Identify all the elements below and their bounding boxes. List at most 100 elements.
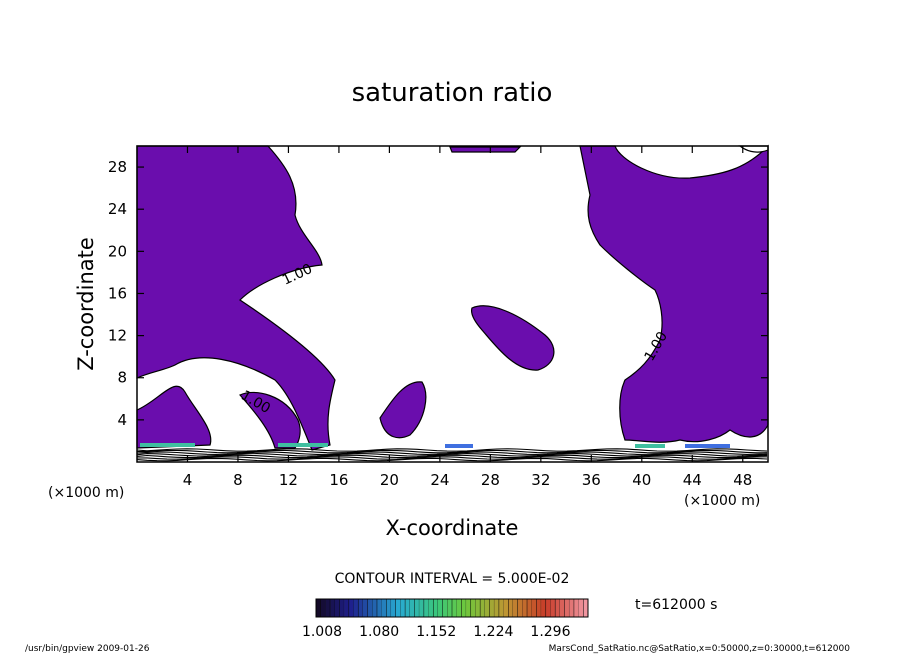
colorbar-cell: [466, 599, 471, 617]
colorbar-cell: [517, 598, 523, 618]
y-tick-label: 4: [117, 411, 127, 429]
x-tick-label: 16: [329, 471, 348, 489]
colorbar-cell: [569, 599, 574, 617]
x-tick-label: 4: [183, 471, 193, 489]
x-unit-right: (×1000 m): [684, 493, 760, 509]
ground-contour-line: [136, 453, 768, 457]
colorbar-cell: [498, 598, 504, 618]
x-tick-label: 44: [683, 471, 702, 489]
time-label: t=612000 s: [635, 597, 717, 613]
colorbar-cell: [316, 599, 321, 617]
colorbar-cell: [339, 598, 345, 618]
colorbar-cell: [508, 598, 514, 618]
x-ticks: 4 8 12 16 20 24 28 32 36 40 44 48: [183, 146, 752, 489]
region-left-plume: [136, 145, 336, 451]
x-tick-label: 24: [430, 471, 449, 489]
x-tick-label: 48: [733, 471, 752, 489]
contour-interval: CONTOUR INTERVAL = 5.000E-02: [335, 571, 570, 587]
colorbar-cell: [536, 598, 542, 618]
x-unit-left: (×1000 m): [48, 485, 124, 501]
band-1: [140, 443, 195, 447]
x-tick-label: 20: [380, 471, 399, 489]
colorbar-cell: [348, 598, 354, 618]
colorbar-cell: [404, 598, 411, 618]
colorbar-cell: [456, 599, 462, 617]
colorbar-cell: [451, 598, 457, 618]
x-tick-label: 12: [279, 471, 298, 489]
y-tick-label: 12: [108, 327, 127, 345]
colorbar-cell: [325, 599, 331, 617]
colorbar-cell: [559, 599, 565, 617]
ground-contour-line: [136, 456, 768, 460]
y-tick-label: 16: [108, 284, 127, 302]
x-axis-label: X-coordinate: [386, 516, 519, 540]
colorbar-ticks: 1.008 1.080 1.152 1.224 1.296: [302, 624, 571, 640]
colorbar-cell: [372, 599, 377, 617]
region-left-lobe: [136, 385, 212, 449]
colorbar-tick-label: 1.080: [359, 624, 399, 640]
colorbar-cell: [362, 599, 368, 617]
colorbar-cell: [428, 599, 434, 617]
ground-contour-line: [136, 451, 768, 455]
colorbar-cell: [353, 599, 359, 617]
region-left-column: [239, 391, 301, 449]
region-right-plume: [579, 144, 769, 443]
colorbar-cell: [578, 599, 584, 617]
colorbar-cell: [437, 599, 443, 617]
colorbar-cell: [550, 599, 556, 617]
ground-contour-line: [137, 449, 768, 454]
x-tick-label: 40: [632, 471, 651, 489]
colorbar-cell: [531, 599, 537, 617]
colorbar-cell: [367, 598, 373, 618]
x-tick-label: 8: [233, 471, 243, 489]
colorbar-cell: [391, 599, 396, 617]
colorbar-cell: [470, 598, 476, 618]
colorbar-tick-label: 1.224: [473, 624, 513, 640]
colorbar-cell: [395, 598, 401, 618]
ground-bands: [140, 443, 730, 448]
band-2: [278, 443, 328, 447]
region-center-blob: [470, 305, 555, 371]
region-top-strip: [449, 146, 522, 153]
y-tick-label: 8: [117, 369, 127, 387]
chart-title: saturation ratio: [352, 78, 553, 108]
colorbar: [316, 598, 589, 618]
colorbar-cell: [564, 598, 570, 618]
colorbar-cell: [494, 599, 499, 617]
colorbar-cell: [320, 598, 326, 618]
colorbar-cell: [400, 599, 406, 617]
colorbar-cell: [461, 598, 467, 618]
colorbar-cell: [334, 599, 340, 617]
y-ticks: 4 8 12 16 20 24 28: [108, 158, 768, 429]
band-5: [685, 444, 730, 448]
colorbar-cell: [489, 598, 495, 618]
plot-frame: [136, 145, 769, 463]
colorbar-cell: [526, 598, 532, 618]
colorbar-cell: [573, 598, 579, 618]
colorbar-cell: [381, 599, 387, 617]
colorbar-cell: [423, 598, 429, 618]
colorbar-cell: [432, 598, 439, 618]
colorbar-cell: [447, 599, 452, 617]
y-tick-label: 20: [108, 242, 127, 260]
ground-contour-line: [136, 457, 768, 462]
colorbar-cell: [419, 599, 424, 617]
band-4: [635, 444, 665, 448]
colorbar-tick-label: 1.008: [302, 624, 342, 640]
footer-left: /usr/bin/gpview 2009-01-26: [25, 644, 150, 654]
colorbar-frame: [315, 598, 589, 618]
ground-contour-line: [136, 448, 768, 452]
colorbar-cell: [386, 598, 392, 618]
colorbar-cell: [357, 598, 364, 618]
colorbar-cell: [484, 599, 490, 617]
colorbar-cell: [554, 598, 561, 618]
colorbar-cell: [545, 598, 551, 618]
colorbar-cell: [479, 598, 486, 618]
colorbar-cell: [409, 599, 415, 617]
region-right-notch: [738, 145, 769, 153]
saturated-region: [136, 144, 769, 451]
colorbar-cell: [512, 599, 518, 617]
colorbar-cell: [541, 599, 546, 617]
x-tick-label: 32: [531, 471, 550, 489]
